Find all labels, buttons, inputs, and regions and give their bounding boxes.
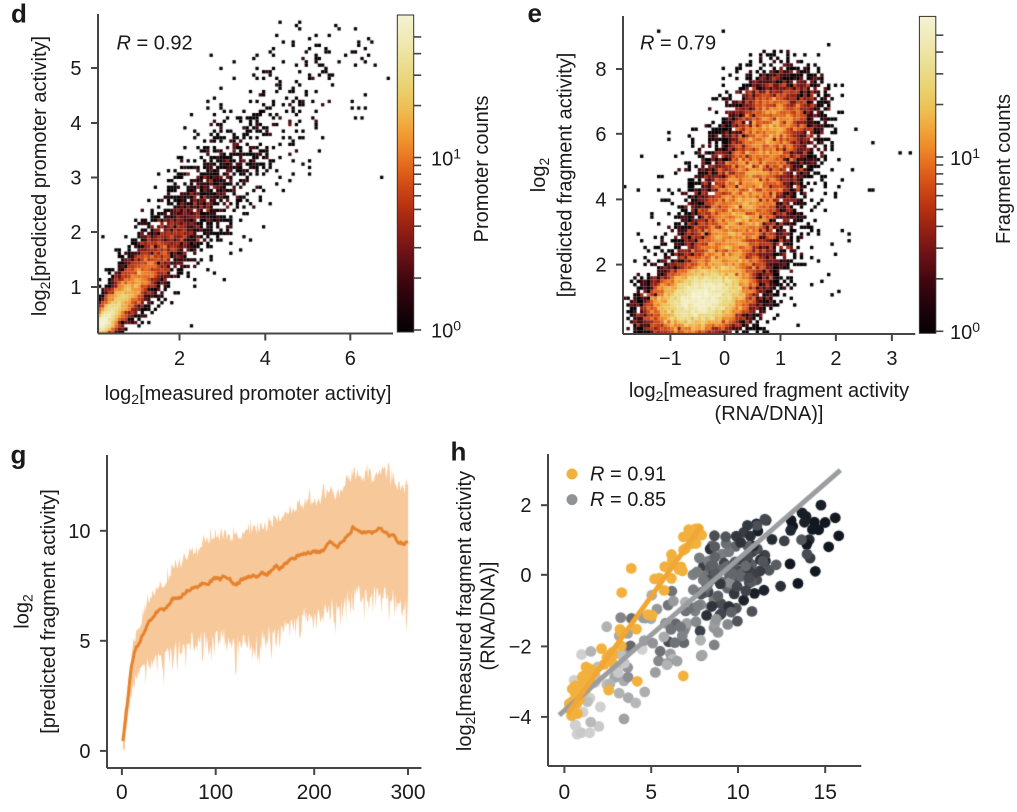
svg-text:100: 100 bbox=[198, 781, 233, 804]
svg-text:6: 6 bbox=[595, 124, 606, 146]
svg-text:0: 0 bbox=[116, 781, 128, 804]
svg-text:log2[measured promoter activit: log2[measured promoter activity] bbox=[105, 383, 392, 407]
svg-text:100: 100 bbox=[950, 319, 980, 344]
svg-text:log2[predicted promoter activi: log2[predicted promoter activity] bbox=[29, 36, 53, 316]
svg-text:0: 0 bbox=[79, 741, 90, 763]
svg-text:3: 3 bbox=[886, 348, 897, 370]
svg-text:100: 100 bbox=[431, 318, 461, 343]
svg-text:−4: −4 bbox=[509, 707, 532, 729]
svg-text:R = 0.92: R = 0.92 bbox=[117, 33, 193, 55]
svg-text:(RNA/DNA)]: (RNA/DNA)] bbox=[478, 562, 500, 671]
svg-text:2: 2 bbox=[520, 495, 531, 517]
svg-text:[predicted fragment activity]: [predicted fragment activity] bbox=[555, 53, 577, 298]
svg-text:8: 8 bbox=[595, 59, 606, 81]
svg-text:4: 4 bbox=[595, 189, 606, 211]
svg-text:d: d bbox=[11, 0, 27, 29]
svg-text:5: 5 bbox=[79, 631, 90, 653]
svg-text:e: e bbox=[528, 0, 542, 28]
svg-text:2: 2 bbox=[830, 348, 841, 370]
svg-text:[predicted fragment activity]: [predicted fragment activity] bbox=[38, 489, 60, 734]
svg-text:4: 4 bbox=[70, 113, 81, 135]
svg-text:−2: −2 bbox=[509, 636, 532, 658]
svg-text:0: 0 bbox=[719, 348, 730, 370]
svg-text:0: 0 bbox=[559, 781, 571, 804]
svg-text:200: 200 bbox=[297, 781, 332, 804]
svg-text:5: 5 bbox=[70, 58, 81, 80]
svg-text:g: g bbox=[11, 440, 27, 470]
svg-text:2: 2 bbox=[70, 222, 81, 244]
svg-text:Promoter counts: Promoter counts bbox=[471, 96, 493, 243]
svg-text:2: 2 bbox=[174, 348, 185, 370]
svg-text:10: 10 bbox=[726, 781, 749, 804]
svg-text:101: 101 bbox=[950, 145, 980, 170]
svg-text:0: 0 bbox=[520, 565, 531, 587]
svg-text:log2: log2 bbox=[12, 594, 36, 629]
svg-text:R = 0.91: R = 0.91 bbox=[590, 464, 666, 486]
svg-text:15: 15 bbox=[814, 781, 837, 804]
svg-text:−1: −1 bbox=[659, 348, 682, 370]
svg-text:R = 0.85: R = 0.85 bbox=[590, 489, 666, 511]
svg-text:(RNA/DNA)]: (RNA/DNA)] bbox=[715, 403, 824, 425]
svg-text:1: 1 bbox=[70, 277, 81, 299]
svg-text:Fragment counts: Fragment counts bbox=[993, 94, 1015, 244]
svg-text:h: h bbox=[451, 437, 467, 467]
svg-text:log2[measured fragment activit: log2[measured fragment activity bbox=[629, 380, 909, 404]
svg-text:2: 2 bbox=[595, 255, 606, 277]
svg-text:log2: log2 bbox=[528, 158, 552, 193]
svg-text:log2[measured fragment activit: log2[measured fragment activity bbox=[454, 471, 478, 751]
svg-text:10: 10 bbox=[68, 521, 90, 543]
svg-text:4: 4 bbox=[260, 348, 271, 370]
svg-text:3: 3 bbox=[70, 168, 81, 190]
svg-text:101: 101 bbox=[431, 146, 461, 171]
svg-text:1: 1 bbox=[775, 348, 786, 370]
svg-text:R = 0.79: R = 0.79 bbox=[640, 33, 716, 55]
svg-text:300: 300 bbox=[390, 781, 425, 804]
svg-text:6: 6 bbox=[345, 348, 356, 370]
svg-text:5: 5 bbox=[645, 781, 657, 804]
